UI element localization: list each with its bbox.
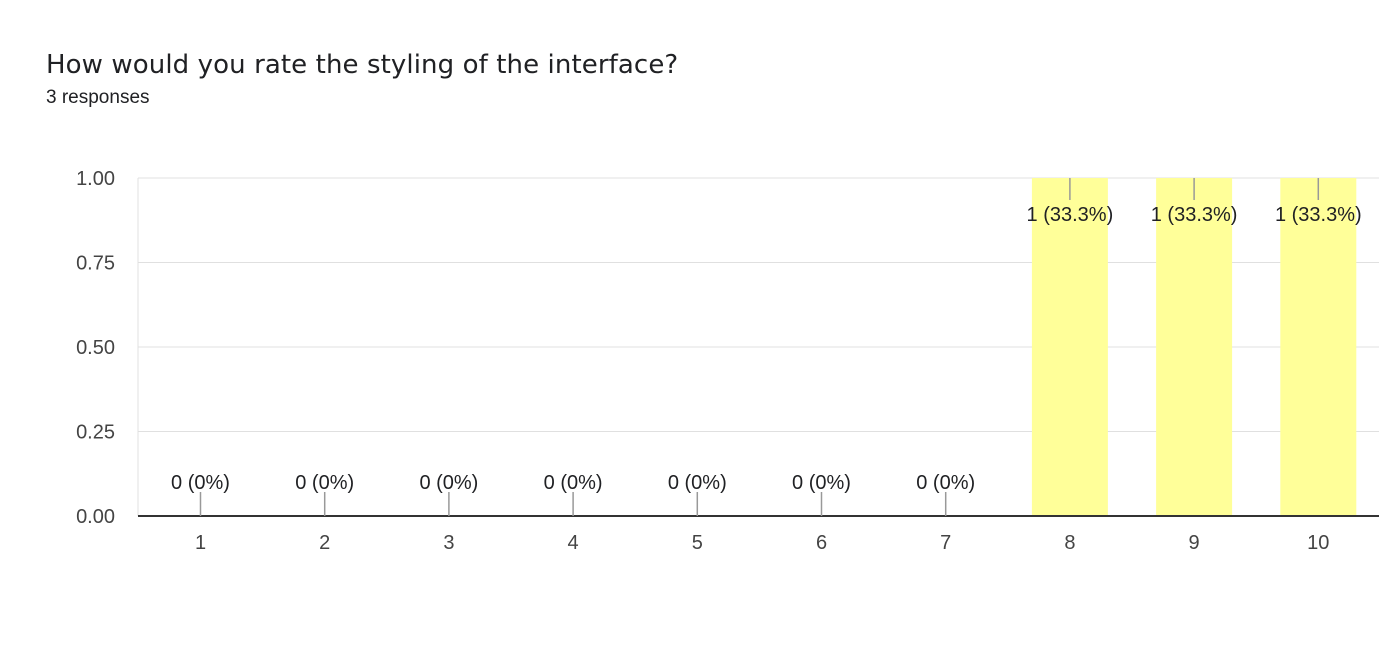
data-label: 0 (0%): [171, 472, 230, 494]
x-tick-label: 6: [816, 532, 827, 554]
x-axis-ticks: 1 2 3 4 5 6 7 8 9 10: [195, 532, 1329, 554]
x-tick-label: 4: [568, 532, 579, 554]
x-tick-label: 1: [195, 532, 206, 554]
data-label: 0 (0%): [544, 472, 603, 494]
x-tick-label: 5: [692, 532, 703, 554]
y-tick-label: 0.75: [76, 253, 115, 275]
x-tick-label: 10: [1307, 532, 1329, 554]
x-tick-label: 7: [940, 532, 951, 554]
bars: [1031, 178, 1357, 516]
y-tick-label: 1.00: [76, 168, 115, 190]
data-labels: 0 (0%) 0 (0%) 0 (0%) 0 (0%) 0 (0%) 0 (0%) 0 (0…: [171, 178, 1362, 516]
x-tick-label: 8: [1064, 532, 1075, 554]
bar: [1156, 178, 1233, 516]
bar: [1031, 178, 1108, 516]
data-label: 1 (33.3%): [1027, 204, 1114, 226]
x-tick-label: 9: [1189, 532, 1200, 554]
y-axis-ticks: 0.00 0.25 0.50 0.75 1.00: [76, 168, 115, 528]
y-tick-label: 0.25: [76, 422, 115, 444]
x-tick-label: 3: [443, 532, 454, 554]
data-label: 0 (0%): [419, 472, 478, 494]
y-tick-label: 0.00: [76, 506, 115, 528]
chart-header: How would you rate the styling of the in…: [46, 47, 678, 109]
y-tick-label: 0.50: [76, 337, 115, 359]
data-label: 1 (33.3%): [1275, 204, 1362, 226]
response-count: 3 responses: [46, 87, 150, 108]
data-label: 0 (0%): [792, 472, 851, 494]
data-label: 0 (0%): [295, 472, 354, 494]
data-label: 0 (0%): [916, 472, 975, 494]
question-title: How would you rate the styling of the in…: [46, 50, 679, 80]
data-label: 0 (0%): [668, 472, 727, 494]
data-label: 1 (33.3%): [1151, 204, 1238, 226]
bar: [1280, 178, 1357, 516]
x-tick-label: 2: [319, 532, 330, 554]
